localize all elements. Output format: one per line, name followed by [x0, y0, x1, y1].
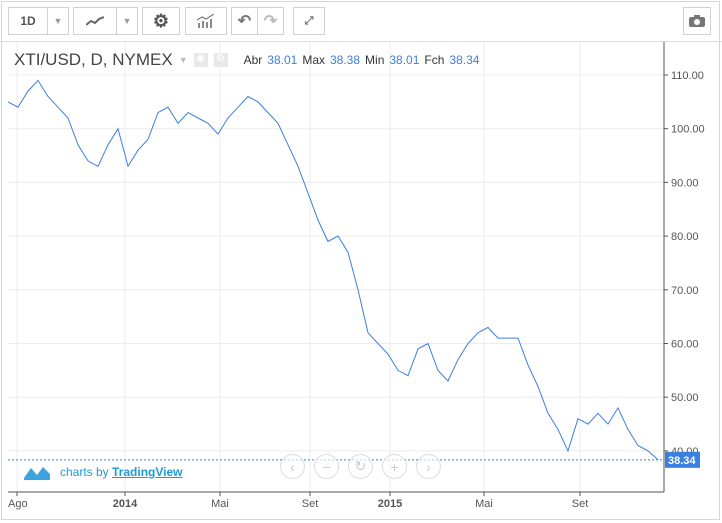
toolbar: 1D ▼ ▼ ⚙ ↶ ↷ ⤢ — [0, 0, 722, 42]
chevron-right-icon: › — [426, 458, 431, 475]
price-line — [8, 79, 659, 461]
high-label: Max — [302, 53, 325, 67]
gear-icon[interactable]: ⚙ — [213, 53, 228, 67]
indicators-icon — [197, 14, 215, 28]
camera-icon — [689, 15, 705, 27]
reset-icon: ↻ — [354, 458, 367, 474]
open-label: Abr — [243, 53, 263, 67]
y-tick-label: 70.00 — [671, 285, 699, 297]
chevron-left-icon: ‹ — [290, 458, 295, 475]
chart-style-dropdown[interactable]: ▼ — [116, 7, 138, 35]
y-tick-label: 60.00 — [671, 339, 699, 351]
zoom-out-button[interactable]: − — [314, 454, 339, 479]
zoom-in-button[interactable]: + — [382, 454, 407, 479]
x-tick-label: Set — [572, 498, 589, 510]
high-value: 38.38 — [330, 53, 361, 67]
gear-icon: ⚙ — [152, 10, 170, 31]
y-tick-label: 50.00 — [671, 392, 699, 404]
y-tick-label: 90.00 — [671, 177, 699, 189]
fullscreen-icon: ⤢ — [304, 14, 314, 27]
chevron-down-icon: ▼ — [53, 16, 63, 26]
indicators-button[interactable] — [185, 7, 227, 35]
chevron-down-icon: ▼ — [122, 16, 132, 26]
undo-icon: ↶ — [237, 13, 252, 30]
snapshot-button[interactable] — [683, 7, 711, 35]
chart-style-button[interactable] — [73, 7, 117, 35]
x-tick-label: Mai — [211, 498, 229, 510]
fullscreen-button[interactable]: ⤢ — [293, 7, 325, 35]
interval-label: 1D — [20, 14, 36, 28]
ohlc-values: Abr 38.01 Max 38.38 Min 38.01 Fch 38.34 — [244, 53, 480, 67]
low-label: Min — [365, 53, 385, 67]
symbol-title[interactable]: XTI/USD, D, NYMEX — [14, 50, 173, 69]
tradingview-link[interactable]: TradingView — [112, 465, 183, 479]
branding-prefix: charts by — [60, 465, 109, 479]
interval-button[interactable]: 1D — [8, 7, 48, 35]
y-tick-label: 80.00 — [671, 231, 699, 243]
x-tick-label: Ago — [8, 498, 28, 510]
x-tick-label: Mai — [475, 498, 493, 510]
x-tick-label: 2014 — [113, 498, 138, 510]
x-tick-label: 2015 — [378, 498, 402, 510]
redo-icon: ↷ — [263, 13, 278, 30]
plus-icon: + — [390, 458, 399, 475]
y-tick-label: 100.00 — [671, 124, 705, 136]
scroll-left-button[interactable]: ‹ — [280, 454, 305, 479]
close-label: Fch — [424, 53, 445, 67]
close-value: 38.34 — [449, 53, 480, 67]
eye-icon[interactable]: ◉ — [193, 53, 208, 67]
reset-button[interactable]: ↻ — [348, 454, 373, 479]
x-tick-label: Set — [302, 498, 319, 510]
price-chart[interactable]: Ago 2014 Mai Set 2015 Mai Set 110.00 100.00 90.00… — [8, 42, 720, 514]
y-tick-label: 110.00 — [671, 70, 704, 82]
scroll-right-button[interactable]: › — [416, 454, 441, 479]
legend: XTI/USD, D, NYMEX ▼ ◉ ⚙ Abr 38.01 Max 38.3… — [14, 50, 479, 70]
redo-button[interactable]: ↷ — [257, 7, 284, 35]
line-chart-icon — [86, 16, 104, 26]
low-value: 38.01 — [389, 53, 420, 67]
minus-icon: − — [322, 458, 331, 475]
undo-button[interactable]: ↶ — [231, 7, 258, 35]
tradingview-branding[interactable]: charts by TradingView — [24, 464, 183, 480]
last-price-badge — [665, 451, 700, 468]
open-value: 38.01 — [267, 53, 298, 67]
chevron-down-icon[interactable]: ▼ — [178, 55, 188, 65]
settings-button[interactable]: ⚙ — [142, 7, 180, 35]
last-price-label: 38.34 — [668, 455, 696, 467]
interval-dropdown[interactable]: ▼ — [47, 7, 69, 35]
tradingview-logo-icon — [24, 467, 50, 480]
